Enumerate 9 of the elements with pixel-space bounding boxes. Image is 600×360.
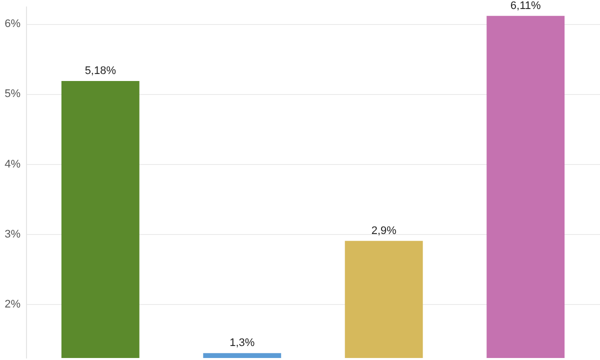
data-label: 6,11% [510, 0, 541, 12]
y-tick-label: 5% [4, 88, 21, 100]
y-tick-label: 4% [4, 158, 21, 170]
y-tick-label: 6% [4, 18, 21, 30]
data-label: 2,9% [371, 224, 397, 237]
data-label: 1,3% [230, 337, 255, 350]
data-label: 5,18% [84, 65, 116, 78]
y-tick-label: 2% [4, 298, 21, 311]
y-tick-label: 3% [4, 228, 21, 240]
